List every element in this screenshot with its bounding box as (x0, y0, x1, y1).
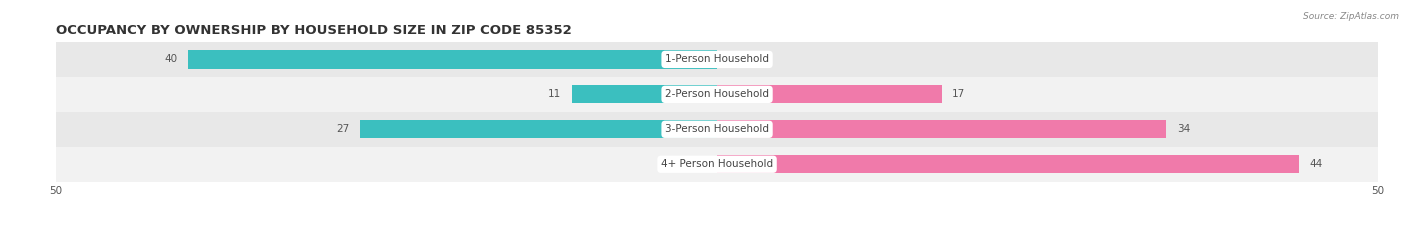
Text: Source: ZipAtlas.com: Source: ZipAtlas.com (1303, 12, 1399, 21)
Text: 0: 0 (697, 159, 704, 169)
Text: 44: 44 (1309, 159, 1323, 169)
Bar (188, 50, 717, 69)
Text: 2-Person Household: 2-Person Household (665, 89, 769, 99)
Text: 4+ Person Household: 4+ Person Household (661, 159, 773, 169)
Bar (360, 120, 717, 138)
Text: 11: 11 (548, 89, 561, 99)
Text: 34: 34 (1177, 124, 1191, 134)
Bar (56, 42, 1378, 77)
Bar (572, 85, 717, 103)
Bar (717, 155, 1299, 173)
Text: 27: 27 (336, 124, 350, 134)
Text: 1-Person Household: 1-Person Household (665, 55, 769, 64)
Text: 17: 17 (952, 89, 966, 99)
Text: 40: 40 (165, 55, 177, 64)
Text: 0: 0 (730, 55, 737, 64)
Bar (56, 112, 1378, 147)
Bar (717, 85, 942, 103)
Text: 3-Person Household: 3-Person Household (665, 124, 769, 134)
Bar (717, 120, 1167, 138)
Bar (56, 77, 1378, 112)
Text: OCCUPANCY BY OWNERSHIP BY HOUSEHOLD SIZE IN ZIP CODE 85352: OCCUPANCY BY OWNERSHIP BY HOUSEHOLD SIZE… (56, 24, 572, 37)
Bar (56, 147, 1378, 182)
